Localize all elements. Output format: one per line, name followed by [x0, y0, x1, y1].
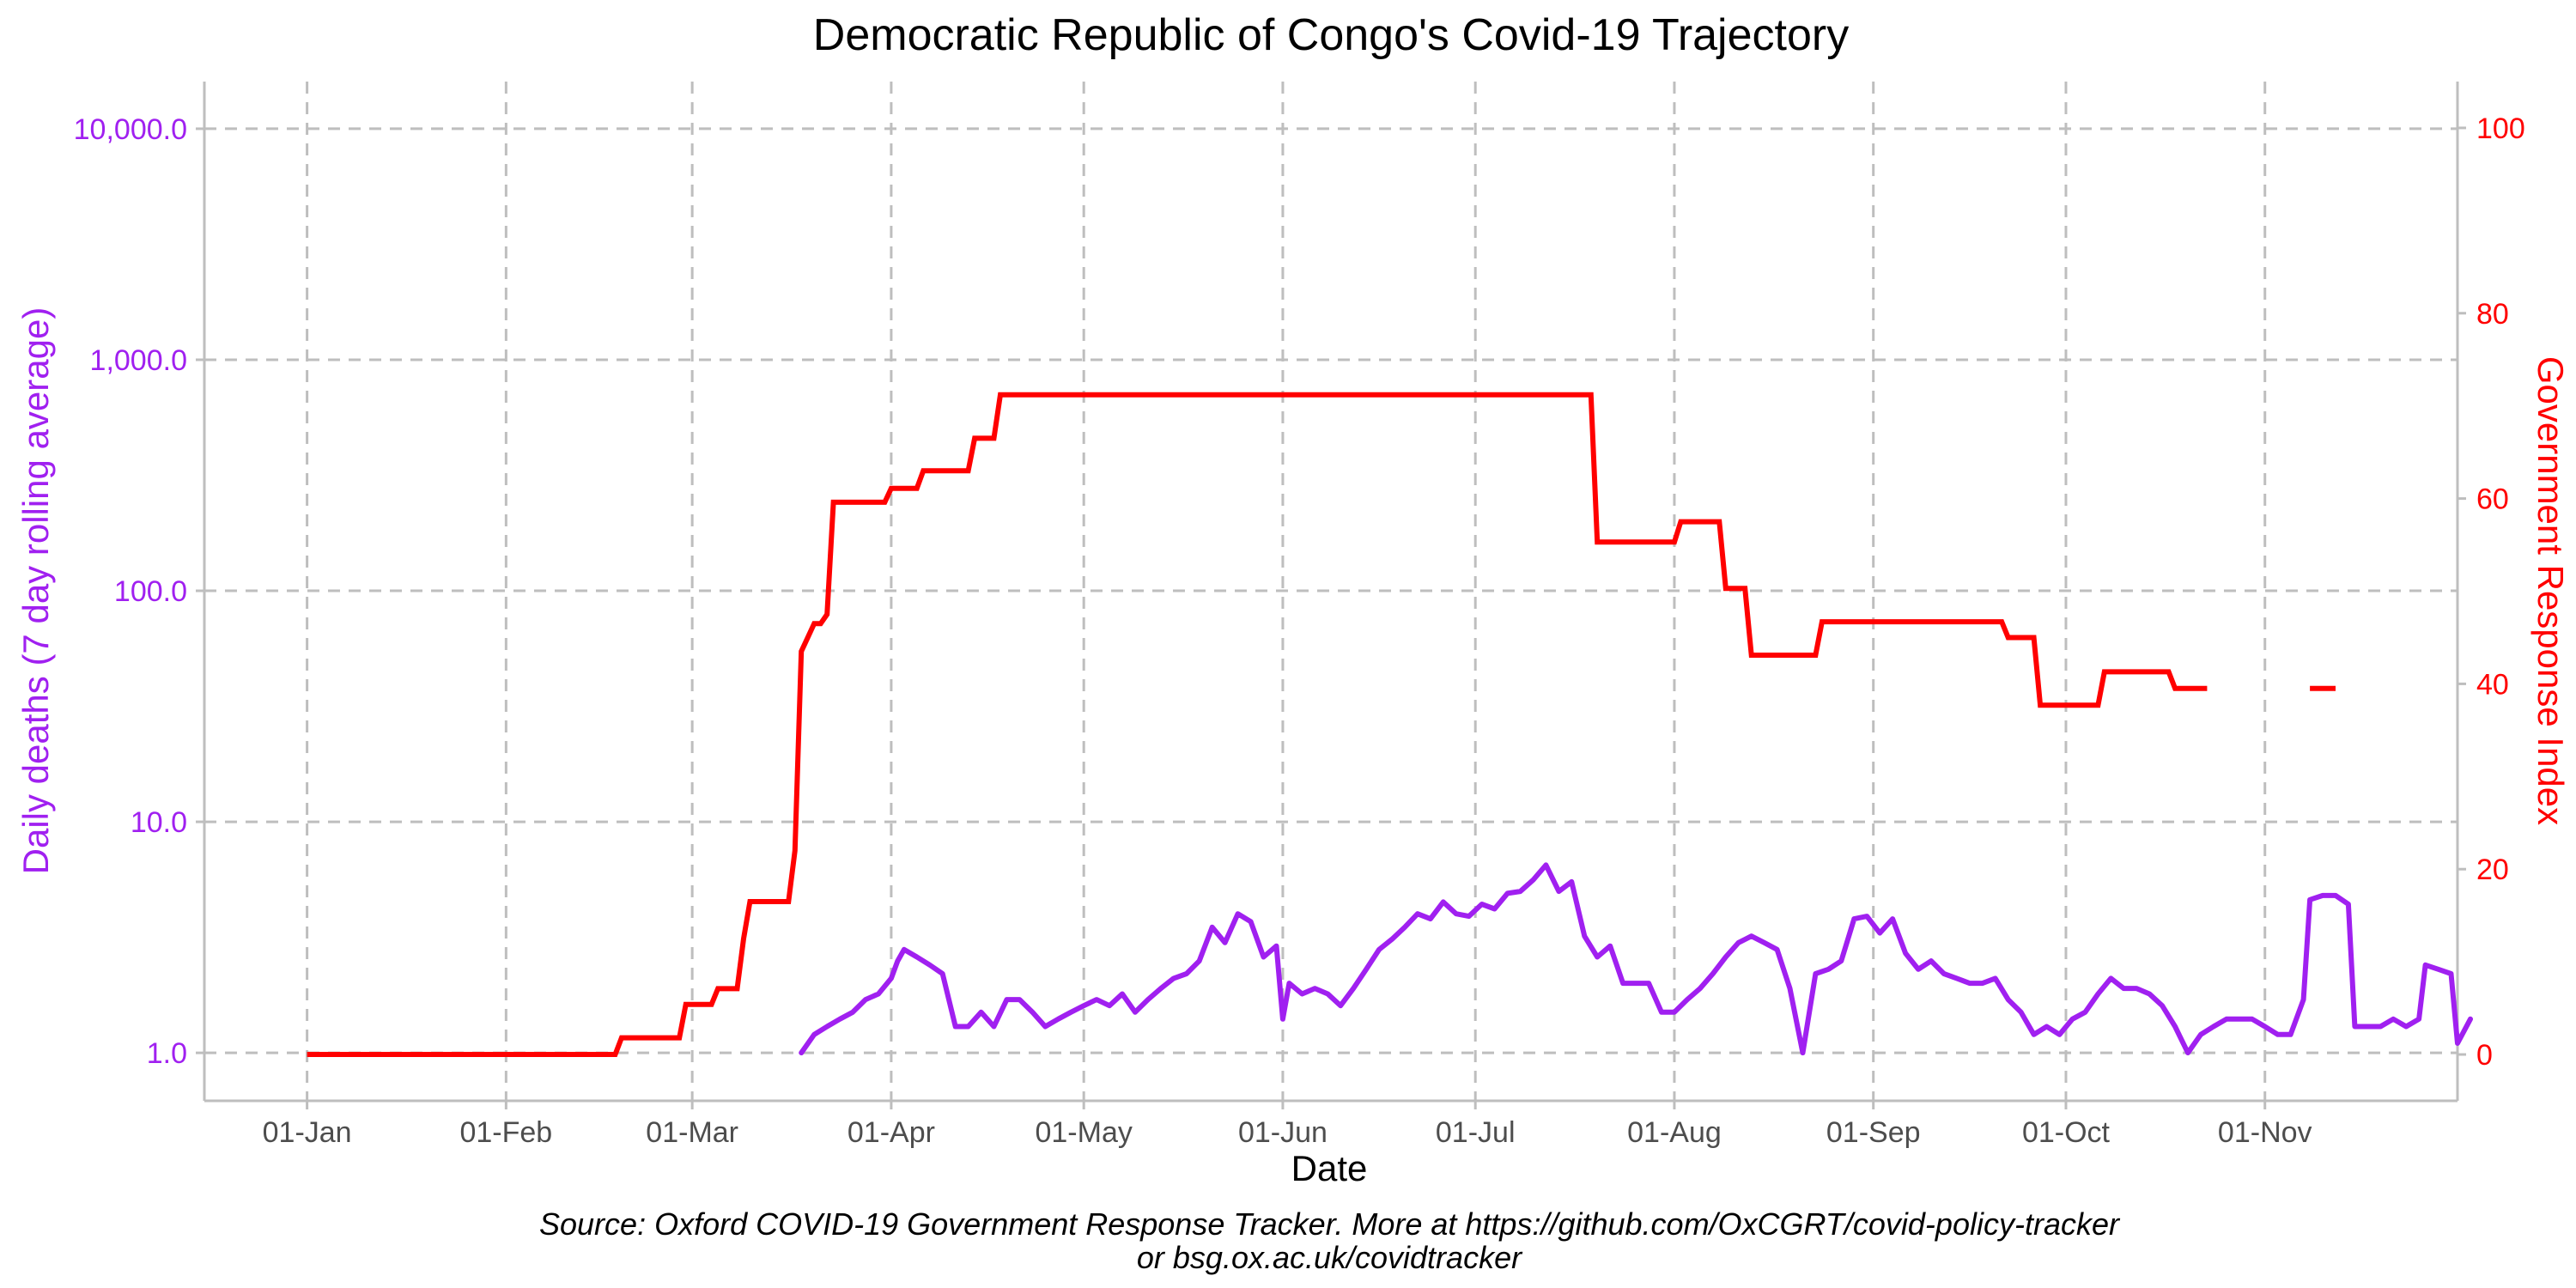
source-caption-line-2: or bsg.ox.ac.uk/covidtracker	[1137, 1240, 1523, 1275]
right-y-tick-label: 100	[2476, 112, 2525, 145]
x-tick-label: 01-Aug	[1627, 1116, 1722, 1149]
right-y-tick-label: 40	[2476, 668, 2509, 701]
x-tick-label: 01-Feb	[459, 1116, 552, 1149]
left-y-tick-label: 100.0	[114, 575, 187, 608]
series-layer	[307, 392, 2473, 1057]
right-y-tick-label: 0	[2476, 1039, 2493, 1072]
left-y-tick-label: 10,000.0	[74, 113, 187, 146]
grid-lines	[204, 82, 2458, 1101]
x-tick-label: 01-Jul	[1436, 1116, 1516, 1149]
left-y-tick-label: 1.0	[147, 1037, 187, 1070]
x-tick-label: 01-Mar	[646, 1116, 738, 1149]
axes: 01-Jan 01-Feb 01-Mar 01-Apr 01-May 01-Jun 01-J…	[74, 82, 2525, 1149]
deaths-series-line	[799, 862, 2473, 1056]
response-index-series-line	[307, 392, 2208, 1057]
right-y-tick-label: 80	[2476, 298, 2509, 331]
left-y-axis-title: Daily deaths (7 day rolling average)	[15, 307, 56, 875]
x-axis-title: Date	[1291, 1148, 1368, 1188]
chart-title: Democratic Republic of Congo's Covid-19 …	[813, 10, 1849, 60]
left-y-tick-label: 10.0	[131, 806, 187, 839]
right-y-tick-label: 60	[2476, 483, 2509, 516]
x-tick-label: 01-Jun	[1238, 1116, 1327, 1149]
x-tick-label: 01-Jan	[263, 1116, 352, 1149]
x-tick-label: 01-May	[1035, 1116, 1132, 1149]
x-tick-label: 01-Apr	[848, 1116, 935, 1149]
left-y-tick-label: 1,000.0	[90, 344, 187, 377]
source-caption-line-1: Source: Oxford COVID-19 Government Respo…	[539, 1206, 2121, 1242]
right-y-axis-title: Government Response Index	[2530, 356, 2571, 825]
right-y-tick-label: 20	[2476, 854, 2509, 886]
x-tick-label: 01-Nov	[2218, 1116, 2312, 1149]
x-tick-label: 01-Sep	[1826, 1116, 1921, 1149]
x-tick-label: 01-Oct	[2022, 1116, 2111, 1149]
